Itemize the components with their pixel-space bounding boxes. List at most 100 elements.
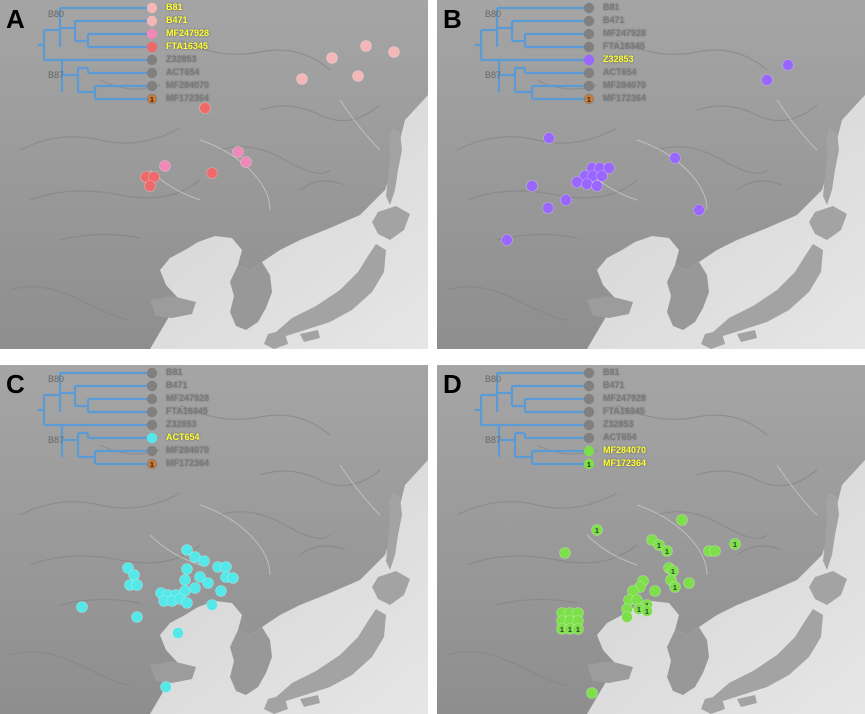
honshu-island xyxy=(276,609,386,701)
overlap-tip-marker xyxy=(584,94,594,104)
tip-marker-b471 xyxy=(146,380,158,392)
leaf-label-b471: B471 xyxy=(603,15,625,25)
tip-marker-mf247928 xyxy=(583,393,595,405)
sample-location-dot xyxy=(693,204,705,216)
river xyxy=(776,99,818,151)
sample-location-dot xyxy=(240,156,252,168)
sample-location-dot xyxy=(581,178,593,190)
tip-marker-z32853 xyxy=(146,419,158,431)
leaf-label-act654: ACT654 xyxy=(166,432,200,442)
leaf-label-mf172364: MF172364 xyxy=(603,93,647,103)
clade-label-bottom: B87 xyxy=(48,70,65,80)
tip-marker-act654 xyxy=(583,432,595,444)
kyushu-island xyxy=(264,330,288,349)
leaf-label-fta16345: FTA16345 xyxy=(603,41,645,51)
sample-location-dot xyxy=(676,514,688,526)
sample-location-dot xyxy=(526,180,538,192)
overlap-tip-marker xyxy=(147,459,157,469)
relief-ridge xyxy=(259,104,381,122)
map-background xyxy=(0,0,428,349)
relief-ridge xyxy=(616,39,768,71)
hokkaido-island xyxy=(372,571,410,605)
shikoku-island xyxy=(300,695,320,707)
leaf-label-mf172364: MF172364 xyxy=(166,93,210,103)
relief-ridge xyxy=(736,545,783,556)
sakhalin-island xyxy=(386,128,402,205)
sample-count-label: 1 xyxy=(645,609,649,616)
shikoku-island xyxy=(737,695,757,707)
sample-location-dot xyxy=(206,599,218,611)
tip-marker-mf247928 xyxy=(583,28,595,40)
sample-location-dot xyxy=(649,585,661,597)
clade-label-bottom: B87 xyxy=(48,435,65,445)
river xyxy=(339,464,381,516)
panel-letter: C xyxy=(6,369,25,399)
leaf-label-mf247928: MF247928 xyxy=(603,393,647,403)
relief-ridge xyxy=(299,180,346,191)
sample-location-dot xyxy=(232,146,244,158)
leaf-label-mf284070: MF284070 xyxy=(166,80,210,90)
sample-location-dot xyxy=(621,611,633,623)
hokkaido-island xyxy=(372,206,410,240)
sample-location-dot xyxy=(603,162,615,174)
sample-location-dot xyxy=(669,152,681,164)
river xyxy=(776,464,818,516)
relief-ridge xyxy=(456,492,618,516)
panel-a: 1 A B81 B471 MF247928 FTA16345 Z32853 ACT654 M… xyxy=(0,0,428,349)
tip-marker-z32853 xyxy=(583,54,595,66)
sample-location-dot xyxy=(543,132,555,144)
sakhalin-island xyxy=(386,493,402,570)
river xyxy=(636,139,708,211)
tip-marker-z32853 xyxy=(146,54,158,66)
tip-marker-number: 1 xyxy=(150,97,154,104)
tip-marker-b471 xyxy=(146,15,158,27)
sample-location-dot xyxy=(181,597,193,609)
sample-location-dot xyxy=(669,581,681,593)
sample-location-dot xyxy=(189,582,201,594)
relief-ridge xyxy=(656,146,768,174)
tip-marker-mf247928 xyxy=(146,28,158,40)
phylogenetic-tree: 1 xyxy=(475,2,595,105)
sample-location-dot xyxy=(159,160,171,172)
shikoku-island xyxy=(300,330,320,342)
overlap-tip-marker xyxy=(147,94,157,104)
leaf-label-mf284070: MF284070 xyxy=(603,80,647,90)
sample-count-label: 1 xyxy=(595,528,599,535)
leaf-label-fta16345: FTA16345 xyxy=(166,406,208,416)
leaf-label-fta16345: FTA16345 xyxy=(603,406,645,416)
sample-location-dot xyxy=(729,538,741,550)
sample-location-dot xyxy=(220,561,232,573)
leaf-label-act654: ACT654 xyxy=(603,67,637,77)
panel-b: 1 B B81 B471 MF247928 FTA16345 Z32853 ACT654 M… xyxy=(437,0,865,349)
sample-location-dot xyxy=(181,544,193,556)
tip-marker-act654 xyxy=(583,67,595,79)
sample-location-dot xyxy=(352,70,364,82)
tip-marker-mf284070 xyxy=(583,445,595,457)
river xyxy=(636,504,708,576)
tip-marker-fta16345 xyxy=(583,41,595,53)
sample-location-dot xyxy=(198,555,210,567)
tip-marker-mf247928 xyxy=(146,393,158,405)
sample-location-dot xyxy=(144,180,156,192)
clade-label-bottom: B87 xyxy=(485,435,502,445)
leaf-label-b471: B471 xyxy=(166,15,188,25)
sample-location-dot xyxy=(388,46,400,58)
sample-location-dot xyxy=(560,194,572,206)
honshu-island xyxy=(713,244,823,336)
sample-location-dot xyxy=(653,539,665,551)
sample-location-dot xyxy=(782,59,794,71)
sample-count-label: 1 xyxy=(671,569,675,576)
hokkaido-island xyxy=(809,206,847,240)
relief-ridge xyxy=(259,469,381,487)
honshu-island xyxy=(713,609,823,701)
river xyxy=(339,99,381,151)
relief-ridge xyxy=(496,598,578,606)
tip-marker-number: 1 xyxy=(587,97,591,104)
sample-location-dot xyxy=(160,681,172,693)
panel-letter: B xyxy=(443,4,462,34)
sample-locations xyxy=(76,544,239,693)
korean-peninsula xyxy=(230,262,272,330)
sample-count-label: 1 xyxy=(673,585,677,592)
